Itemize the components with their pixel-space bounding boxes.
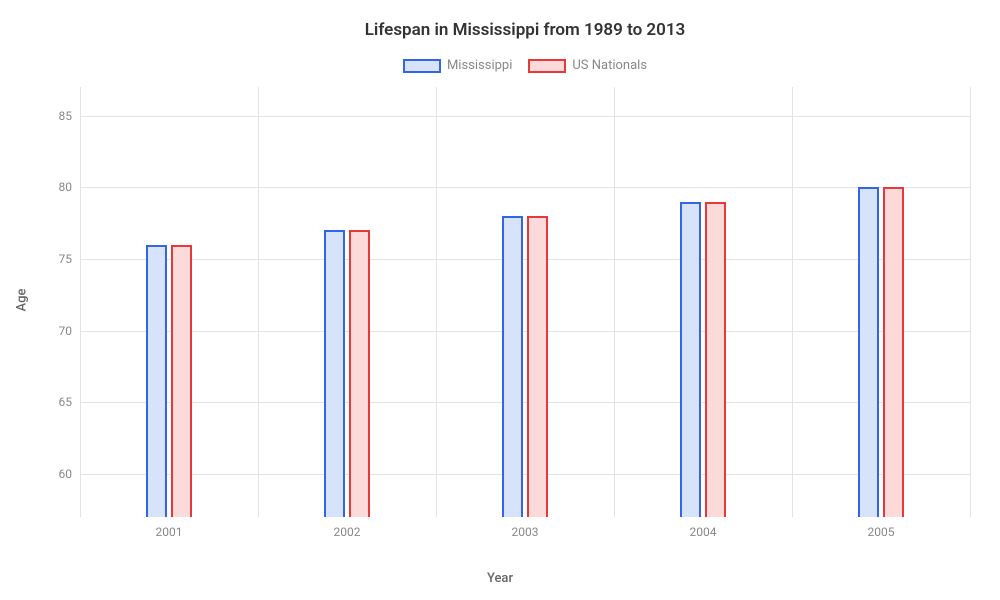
legend-swatch-us-nationals	[528, 59, 566, 73]
bar	[680, 202, 701, 517]
chart-title: Lifespan in Mississippi from 1989 to 201…	[80, 20, 970, 40]
gridline-h	[80, 474, 970, 475]
y-tick-label: 70	[59, 324, 81, 338]
bar	[705, 202, 726, 517]
gridline-v	[614, 87, 615, 517]
y-tick-label: 75	[59, 252, 81, 266]
chart-container: Lifespan in Mississippi from 1989 to 201…	[0, 0, 1000, 600]
gridline-h	[80, 331, 970, 332]
x-tick-label: 2001	[156, 517, 183, 539]
x-tick-label: 2002	[334, 517, 361, 539]
x-axis-title: Year	[487, 571, 513, 586]
gridline-h	[80, 187, 970, 188]
plot-area: 60657075808520012002200320042005	[80, 87, 970, 517]
bar	[502, 216, 523, 517]
gridline-v	[436, 87, 437, 517]
bar	[883, 187, 904, 517]
gridline-v	[80, 87, 81, 517]
legend-label-mississippi: Mississippi	[447, 58, 512, 73]
y-axis-title: Age	[15, 289, 30, 312]
legend-swatch-mississippi	[403, 59, 441, 73]
y-tick-label: 85	[59, 109, 81, 123]
y-tick-label: 80	[59, 180, 81, 194]
bar	[858, 187, 879, 517]
x-tick-label: 2004	[690, 517, 717, 539]
legend-item-us-nationals: US Nationals	[528, 58, 647, 73]
gridline-h	[80, 116, 970, 117]
gridline-h	[80, 402, 970, 403]
x-tick-label: 2005	[868, 517, 895, 539]
bar	[349, 230, 370, 517]
bar	[527, 216, 548, 517]
gridline-v	[792, 87, 793, 517]
bar	[146, 245, 167, 517]
x-tick-label: 2003	[512, 517, 539, 539]
bar	[324, 230, 345, 517]
gridline-v	[970, 87, 971, 517]
legend: Mississippi US Nationals	[80, 58, 970, 73]
bar	[171, 245, 192, 517]
gridline-v	[258, 87, 259, 517]
gridline-h	[80, 259, 970, 260]
y-tick-label: 60	[59, 467, 81, 481]
y-tick-label: 65	[59, 395, 81, 409]
legend-item-mississippi: Mississippi	[403, 58, 512, 73]
legend-label-us-nationals: US Nationals	[572, 58, 647, 73]
